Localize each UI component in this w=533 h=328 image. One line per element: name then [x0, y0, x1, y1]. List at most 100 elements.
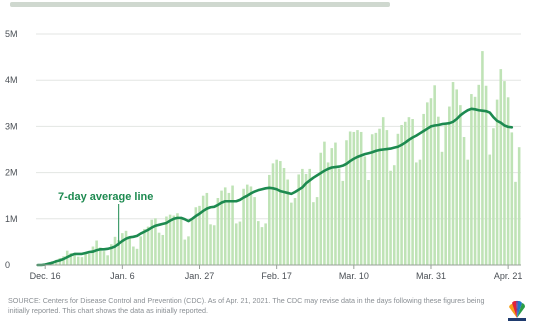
y-tick-label: 4M: [5, 75, 18, 85]
bar: [201, 195, 205, 265]
bar: [334, 142, 337, 265]
bar: [73, 253, 76, 265]
bar: [440, 151, 444, 265]
bar: [198, 205, 201, 265]
x-tick-label: Jan. 6: [110, 271, 135, 281]
bar: [389, 170, 392, 265]
bar: [326, 162, 330, 265]
bar: [257, 221, 260, 265]
bar: [253, 197, 256, 265]
bar: [503, 81, 506, 266]
bar: [418, 159, 422, 265]
bar: [157, 232, 161, 265]
bar: [473, 96, 477, 265]
bar: [62, 256, 65, 265]
bar: [161, 234, 165, 265]
bar: [323, 141, 326, 265]
bar: [80, 257, 84, 265]
peacock-logo-icon: [508, 300, 526, 321]
bar: [363, 156, 367, 265]
bar: [187, 236, 190, 265]
bar: [150, 219, 154, 265]
bar: [308, 168, 312, 265]
bar: [392, 165, 396, 265]
bar: [484, 85, 488, 265]
bar: [117, 240, 120, 265]
bar: [293, 198, 297, 265]
bar: [426, 102, 429, 265]
bar: [359, 131, 363, 265]
bar: [95, 240, 98, 265]
average-line-annotation: 7-day average line: [58, 191, 153, 203]
x-tick-label: Mar. 10: [339, 271, 369, 281]
x-tick-label: Mar. 31: [416, 271, 446, 281]
bar: [348, 131, 352, 265]
bar: [205, 192, 209, 265]
bar: [132, 246, 135, 265]
bar: [113, 236, 117, 265]
y-tick-label: 3M: [5, 121, 18, 131]
bar: [437, 116, 440, 265]
y-tick-label: 2M: [5, 168, 18, 178]
annotations: 7-day average line: [58, 191, 153, 246]
bar: [495, 99, 499, 265]
bar: [124, 230, 128, 265]
bar: [517, 147, 521, 265]
axes: 0 1M 2M 3M 4M 5M Dec. 16 Jan. 6 Jan. 27 Feb. 17 Ma…: [5, 29, 522, 281]
bar: [99, 247, 102, 265]
bar: [223, 187, 227, 265]
bar: [370, 134, 374, 265]
bar: [87, 253, 91, 265]
bar: [242, 188, 245, 265]
bar: [444, 124, 447, 265]
bar: [514, 181, 517, 265]
bar: [282, 167, 286, 265]
seven-day-average-line: [36, 107, 514, 267]
average-line-layer: [36, 107, 514, 267]
y-tick-label: 0: [5, 260, 10, 270]
bar: [341, 180, 345, 265]
bar: [209, 224, 212, 265]
bar: [128, 236, 131, 265]
bar: [345, 140, 348, 265]
bar: [275, 159, 278, 265]
bar: [506, 97, 510, 265]
bar: [183, 239, 187, 265]
bar: [304, 173, 308, 265]
bar: [407, 117, 411, 265]
bar: [110, 244, 113, 265]
y-tick-label: 1M: [5, 214, 18, 224]
bar: [470, 94, 473, 265]
bar: [481, 51, 484, 266]
bar: [462, 137, 466, 265]
bar: [279, 161, 282, 265]
bar: [69, 252, 73, 265]
bar: [492, 128, 495, 265]
bar: [84, 252, 87, 265]
bar: [121, 233, 124, 265]
bar: [194, 207, 198, 265]
bar: [139, 236, 143, 265]
bar: [422, 113, 425, 266]
bar: [414, 162, 418, 265]
bar: [106, 255, 109, 265]
bar: [499, 69, 503, 265]
cropped-headline-strip: [10, 2, 390, 7]
bar: [290, 202, 293, 265]
bar: [433, 85, 436, 265]
bar: [260, 227, 264, 265]
x-tick-label: Jan. 27: [185, 271, 215, 281]
bar: [477, 84, 481, 265]
bar: [451, 82, 455, 265]
bar: [102, 251, 106, 265]
bar: [411, 119, 414, 266]
bar: [172, 215, 176, 265]
bar: [249, 186, 253, 265]
bar: [143, 228, 146, 265]
bar: [135, 248, 139, 265]
bar: [396, 133, 400, 265]
bar: [271, 163, 275, 265]
bar: [374, 132, 378, 265]
bar: [312, 202, 315, 265]
